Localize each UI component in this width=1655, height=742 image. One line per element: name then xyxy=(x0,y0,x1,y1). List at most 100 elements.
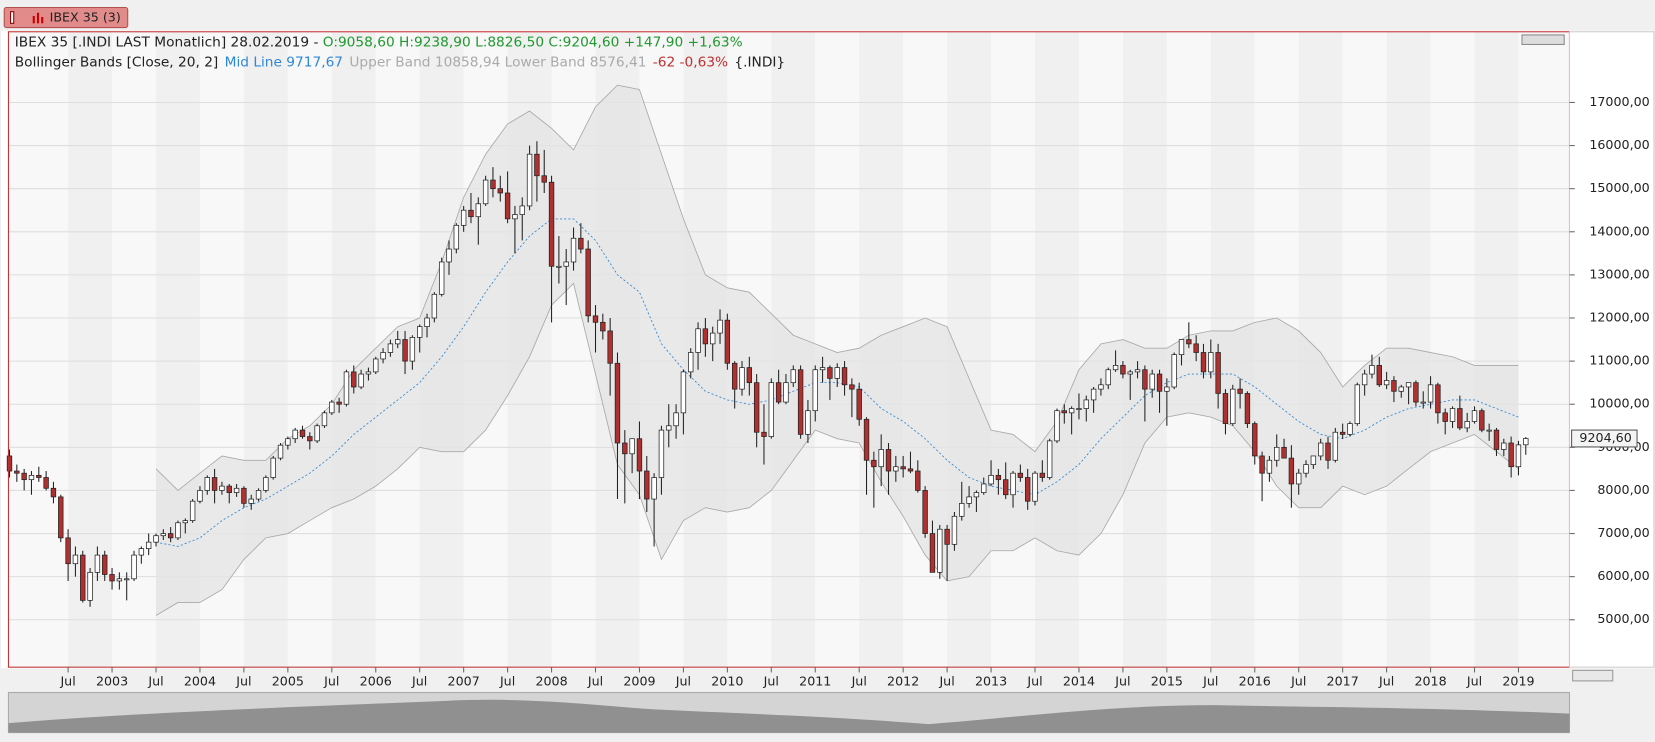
candle-body xyxy=(1032,472,1038,502)
candle-body xyxy=(1508,442,1514,468)
candle-body xyxy=(1325,442,1331,461)
candle-body xyxy=(1457,408,1463,429)
x-tick-label: Jul xyxy=(411,673,427,688)
stripe xyxy=(1518,31,1570,668)
candle-body xyxy=(753,382,760,433)
candle-body xyxy=(900,466,906,470)
candle-body xyxy=(1010,472,1016,496)
candle-body xyxy=(746,367,753,384)
candle-body xyxy=(849,384,855,390)
candle-body xyxy=(387,343,394,353)
candle-body xyxy=(1303,464,1309,474)
candle-body xyxy=(680,371,687,414)
candle-body xyxy=(138,548,145,556)
candle-body xyxy=(292,429,298,440)
candle-body xyxy=(14,470,20,474)
candle-body xyxy=(1193,343,1199,353)
stripe xyxy=(243,31,288,668)
candle-body xyxy=(255,490,262,500)
candle-body xyxy=(65,537,71,565)
candle-body xyxy=(1208,352,1214,373)
x-tick-label: Jul xyxy=(323,673,339,688)
candle-body xyxy=(658,429,665,478)
candle-body xyxy=(1186,339,1192,345)
candle-body xyxy=(1046,440,1053,478)
y-tick-label: 15000,00 xyxy=(1589,180,1649,195)
candle-body xyxy=(1515,444,1522,468)
candle-body xyxy=(644,470,650,500)
x-tick-label: Jul xyxy=(499,673,515,688)
candle-body xyxy=(1449,408,1456,422)
x-tick-label: 2019 xyxy=(1502,673,1534,688)
navigator-area xyxy=(8,699,1570,733)
candle-body xyxy=(438,261,445,295)
candle-body xyxy=(600,321,606,332)
candle-body xyxy=(109,574,115,582)
legend-ohlc: O:9058,60 H:9238,90 L:8826,50 C:9204,60 … xyxy=(323,34,743,50)
candle-body xyxy=(783,382,789,403)
plot xyxy=(6,84,1570,621)
candle-body xyxy=(1024,477,1031,502)
legend-source: {.INDI} xyxy=(734,54,785,70)
y-axis-panel xyxy=(1568,31,1655,668)
candle-body xyxy=(885,449,892,472)
candle-body xyxy=(1266,459,1273,474)
candle-body xyxy=(1054,410,1060,442)
tab-icon xyxy=(32,15,35,24)
candle-body xyxy=(94,554,101,573)
candle-body xyxy=(373,358,379,373)
candle-body xyxy=(666,425,672,431)
candle-body xyxy=(951,515,958,545)
candle-body xyxy=(548,181,555,267)
candle-body xyxy=(1274,446,1280,461)
x-tick-label: Jul xyxy=(851,673,867,688)
upper-band xyxy=(155,84,1519,492)
y-tick-label: 7000,00 xyxy=(1597,525,1649,540)
candle-body xyxy=(1332,431,1339,461)
candle-body xyxy=(1464,421,1470,429)
candle-body xyxy=(761,431,767,437)
candle-body xyxy=(834,367,840,379)
legend-bands: Upper Band 10858,94 Lower Band 8576,41 xyxy=(349,54,646,70)
candle-body xyxy=(570,237,577,263)
candle-body xyxy=(131,554,137,580)
candle-body xyxy=(988,474,994,485)
legend-line-1: IBEX 35 [.INDI LAST Monatlich] 28.02.201… xyxy=(15,34,743,50)
zoom-buttons[interactable] xyxy=(1572,669,1614,682)
nav-buttons[interactable] xyxy=(1521,34,1565,45)
candle-body xyxy=(863,418,870,461)
candle-body xyxy=(1310,455,1317,465)
candle-body xyxy=(841,367,848,386)
candle-body xyxy=(336,401,342,405)
candle-body xyxy=(929,533,936,573)
y-tick-label: 6000,00 xyxy=(1597,568,1649,583)
candle-body xyxy=(1281,446,1287,459)
x-tick-label: 2012 xyxy=(887,673,919,688)
x-tick-label: Jul xyxy=(1378,673,1394,688)
candle-body xyxy=(307,436,313,442)
candle-body xyxy=(417,326,423,338)
candle-body xyxy=(1317,442,1324,457)
candle-body xyxy=(1486,429,1492,432)
candle-body xyxy=(226,485,232,493)
candle-body xyxy=(460,209,467,226)
candle-body xyxy=(1523,438,1529,446)
candle-body xyxy=(512,214,518,220)
candle-body xyxy=(1347,423,1353,435)
x-tick-label: Jul xyxy=(147,673,163,688)
candle-body xyxy=(80,554,86,601)
x-tick-label: Jul xyxy=(1026,673,1042,688)
candle-body xyxy=(1039,472,1046,478)
candle-body xyxy=(1339,431,1346,435)
x-tick-label: 2011 xyxy=(799,673,831,688)
candle-body xyxy=(629,438,635,455)
legend-line-2: Bollinger Bands [Close, 20, 2] Mid Line 9… xyxy=(15,54,785,70)
candle-body xyxy=(944,528,950,545)
tab[interactable] xyxy=(3,6,129,29)
candle-body xyxy=(1061,410,1068,414)
candle-body xyxy=(1003,479,1009,496)
candle-body xyxy=(622,442,628,455)
candle-body xyxy=(1076,408,1082,410)
tab-title[interactable]: IBEX 35 (3) xyxy=(50,10,121,25)
